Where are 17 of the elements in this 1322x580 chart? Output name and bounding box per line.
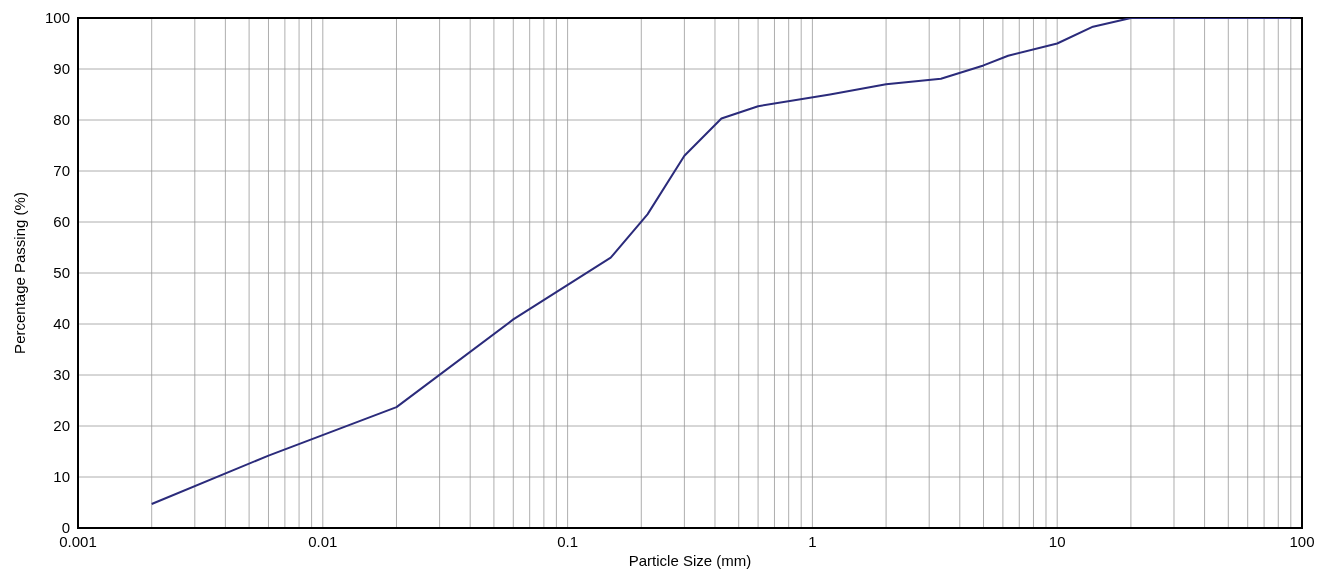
y-tick-label: 90 — [53, 60, 70, 78]
y-tick-label: 30 — [53, 366, 70, 384]
x-tick-label: 0.01 — [308, 532, 338, 550]
x-tick-label: 100 — [1289, 532, 1315, 550]
x-tick-label: 1 — [808, 532, 817, 550]
y-axis-title: Percentage Passing (%) — [11, 192, 29, 354]
x-axis-title: Particle Size (mm) — [628, 552, 752, 569]
y-tick-label: 20 — [53, 417, 70, 435]
y-tick-label: 60 — [53, 213, 70, 231]
y-tick-label: 10 — [53, 468, 70, 486]
x-tick-label: 0.1 — [557, 532, 579, 550]
y-tick-label: 100 — [44, 9, 70, 27]
y-tick-label: 70 — [53, 162, 70, 180]
y-tick-label: 50 — [53, 264, 70, 282]
x-tick-label: 10 — [1048, 532, 1066, 550]
y-tick-label: 40 — [53, 315, 70, 333]
y-tick-label: 80 — [53, 111, 70, 129]
